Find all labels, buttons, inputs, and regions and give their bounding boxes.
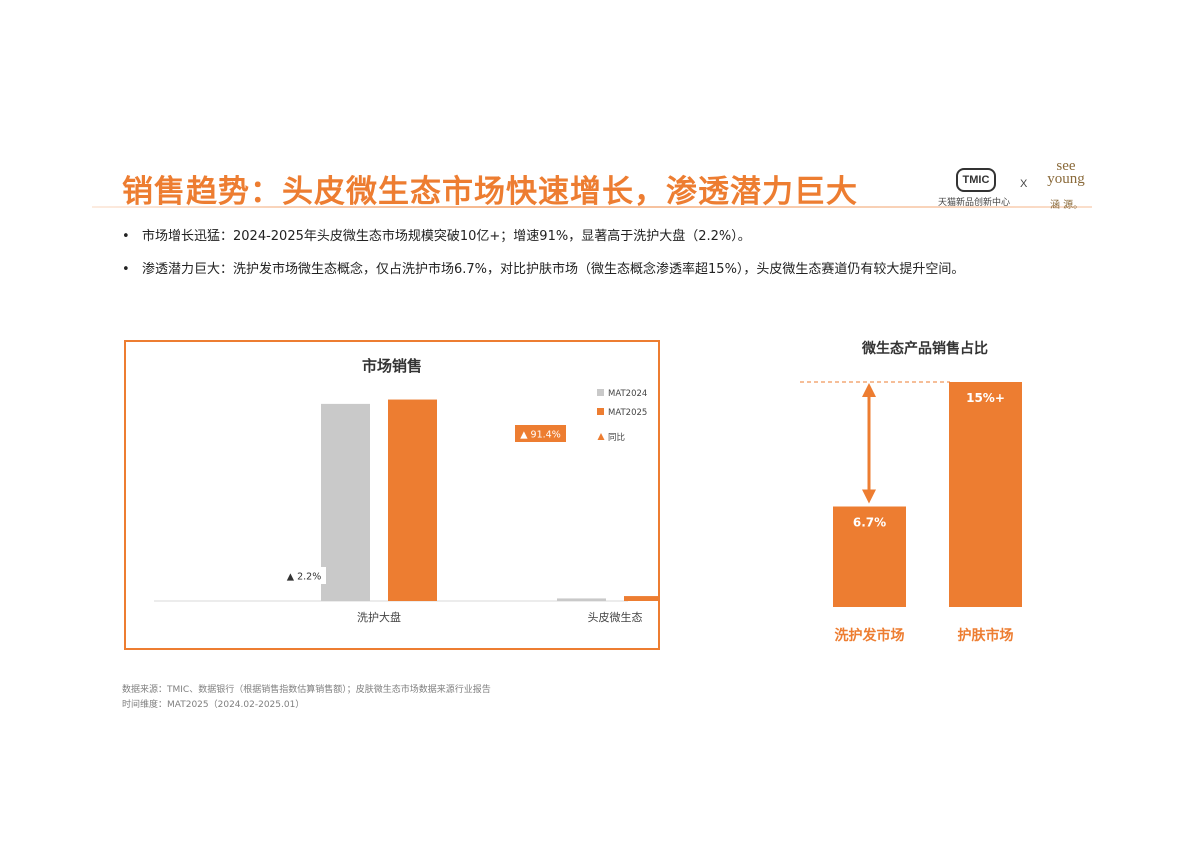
share-bar-2	[949, 382, 1022, 607]
page-title: 销售趋势：头皮微生态市场快速增长，渗透潜力巨大	[122, 174, 858, 210]
time-range-line: 时间维度：MAT2025（2024.02-2025.01）	[122, 700, 305, 710]
x-tick-label: 洗护大盘	[357, 610, 401, 624]
key-points: • 市场增长迅猛：2024-2025年头皮微生态市场规模突破10亿+；增速91%…	[118, 226, 1088, 292]
bullet-text: 渗透潜力巨大：洗护发市场微生态概念，仅占洗护市场6.7%，对比护肤市场（微生态概…	[142, 262, 965, 277]
x-tick-label: 护肤市场	[958, 627, 1014, 644]
microbiome-share-chart: 微生态产品销售占比 6.7% 洗护发市场 15%+ 护肤市场	[800, 340, 1022, 644]
data-source-note: 数据来源：TMIC、数据银行（根据销售指数估算销售额）；皮肤微生态市场数据来源行…	[122, 683, 491, 713]
chart-title: 微生态产品销售占比	[861, 340, 988, 357]
bullet-text: 市场增长迅猛：2024-2025年头皮微生态市场规模突破10亿+；增速91%，显…	[142, 229, 751, 244]
yoy-label-box	[282, 567, 326, 584]
legend-swatch	[597, 408, 604, 415]
logo-separator: X	[1020, 178, 1028, 190]
bar-mat2024-2	[557, 598, 606, 601]
yoy-data-label: ▲ 91.4%	[520, 430, 561, 441]
legend-label: 同比	[608, 432, 625, 443]
title-underline	[92, 206, 1092, 208]
arrow-up-icon	[862, 383, 876, 397]
bar-mat2024-1	[321, 403, 370, 601]
market-sales-chart-frame: 市场销售洗护大盘 头皮微生态 ▲ 2.2% ▲ 91.4% MAT2024 MAT2025…	[124, 340, 660, 650]
share-bar-1	[833, 506, 906, 607]
bar-mat2025-1	[388, 399, 437, 601]
seeyoung-logo: see young	[1047, 158, 1085, 187]
source-line: 数据来源：TMIC、数据银行（根据销售指数估算销售额）；皮肤微生态市场数据来源行…	[122, 685, 491, 695]
legend-label: MAT2025	[608, 408, 647, 418]
yoy-label-box	[515, 425, 566, 442]
tmic-logo: TMIC	[956, 168, 996, 192]
bar-value-label: 6.7%	[853, 516, 886, 530]
seeyoung-logo-cn: 涵 源。	[1050, 200, 1084, 211]
bullet-penetration: • 渗透潜力巨大：洗护发市场微生态概念，仅占洗护市场6.7%，对比护肤市场（微生…	[118, 259, 1088, 280]
x-tick-label: 头皮微生态	[588, 610, 643, 624]
yoy-data-label: ▲ 2.2%	[287, 572, 321, 583]
legend-swatch	[597, 389, 604, 396]
arrow-down-icon	[862, 489, 876, 504]
x-tick-label: 洗护发市场	[835, 627, 905, 644]
bar-value-label: 15%+	[966, 391, 1005, 405]
bar-mat2025-2	[624, 596, 658, 601]
bullet-dot: •	[122, 262, 130, 277]
chart-title: 市场销售	[362, 357, 422, 375]
tmic-logo-subtitle: 天猫新品创新中心	[938, 198, 1011, 208]
bullet-dot: •	[122, 229, 130, 244]
bullet-market-growth: • 市场增长迅猛：2024-2025年头皮微生态市场规模突破10亿+；增速91%…	[118, 226, 1088, 247]
legend-label: MAT2024	[608, 389, 647, 399]
legend-triangle-icon	[597, 433, 605, 440]
